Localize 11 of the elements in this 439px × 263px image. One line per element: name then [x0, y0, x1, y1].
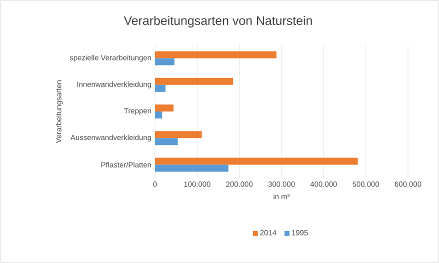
bar — [155, 78, 234, 85]
chart-title: Verarbeitungsarten von Naturstein — [124, 16, 312, 28]
bar — [155, 58, 174, 66]
bar — [155, 51, 276, 58]
bar — [155, 138, 178, 146]
bar — [155, 112, 162, 119]
bar — [155, 158, 358, 165]
bar — [155, 104, 174, 112]
bar — [155, 84, 166, 92]
bar — [155, 164, 228, 172]
bar — [155, 131, 202, 138]
